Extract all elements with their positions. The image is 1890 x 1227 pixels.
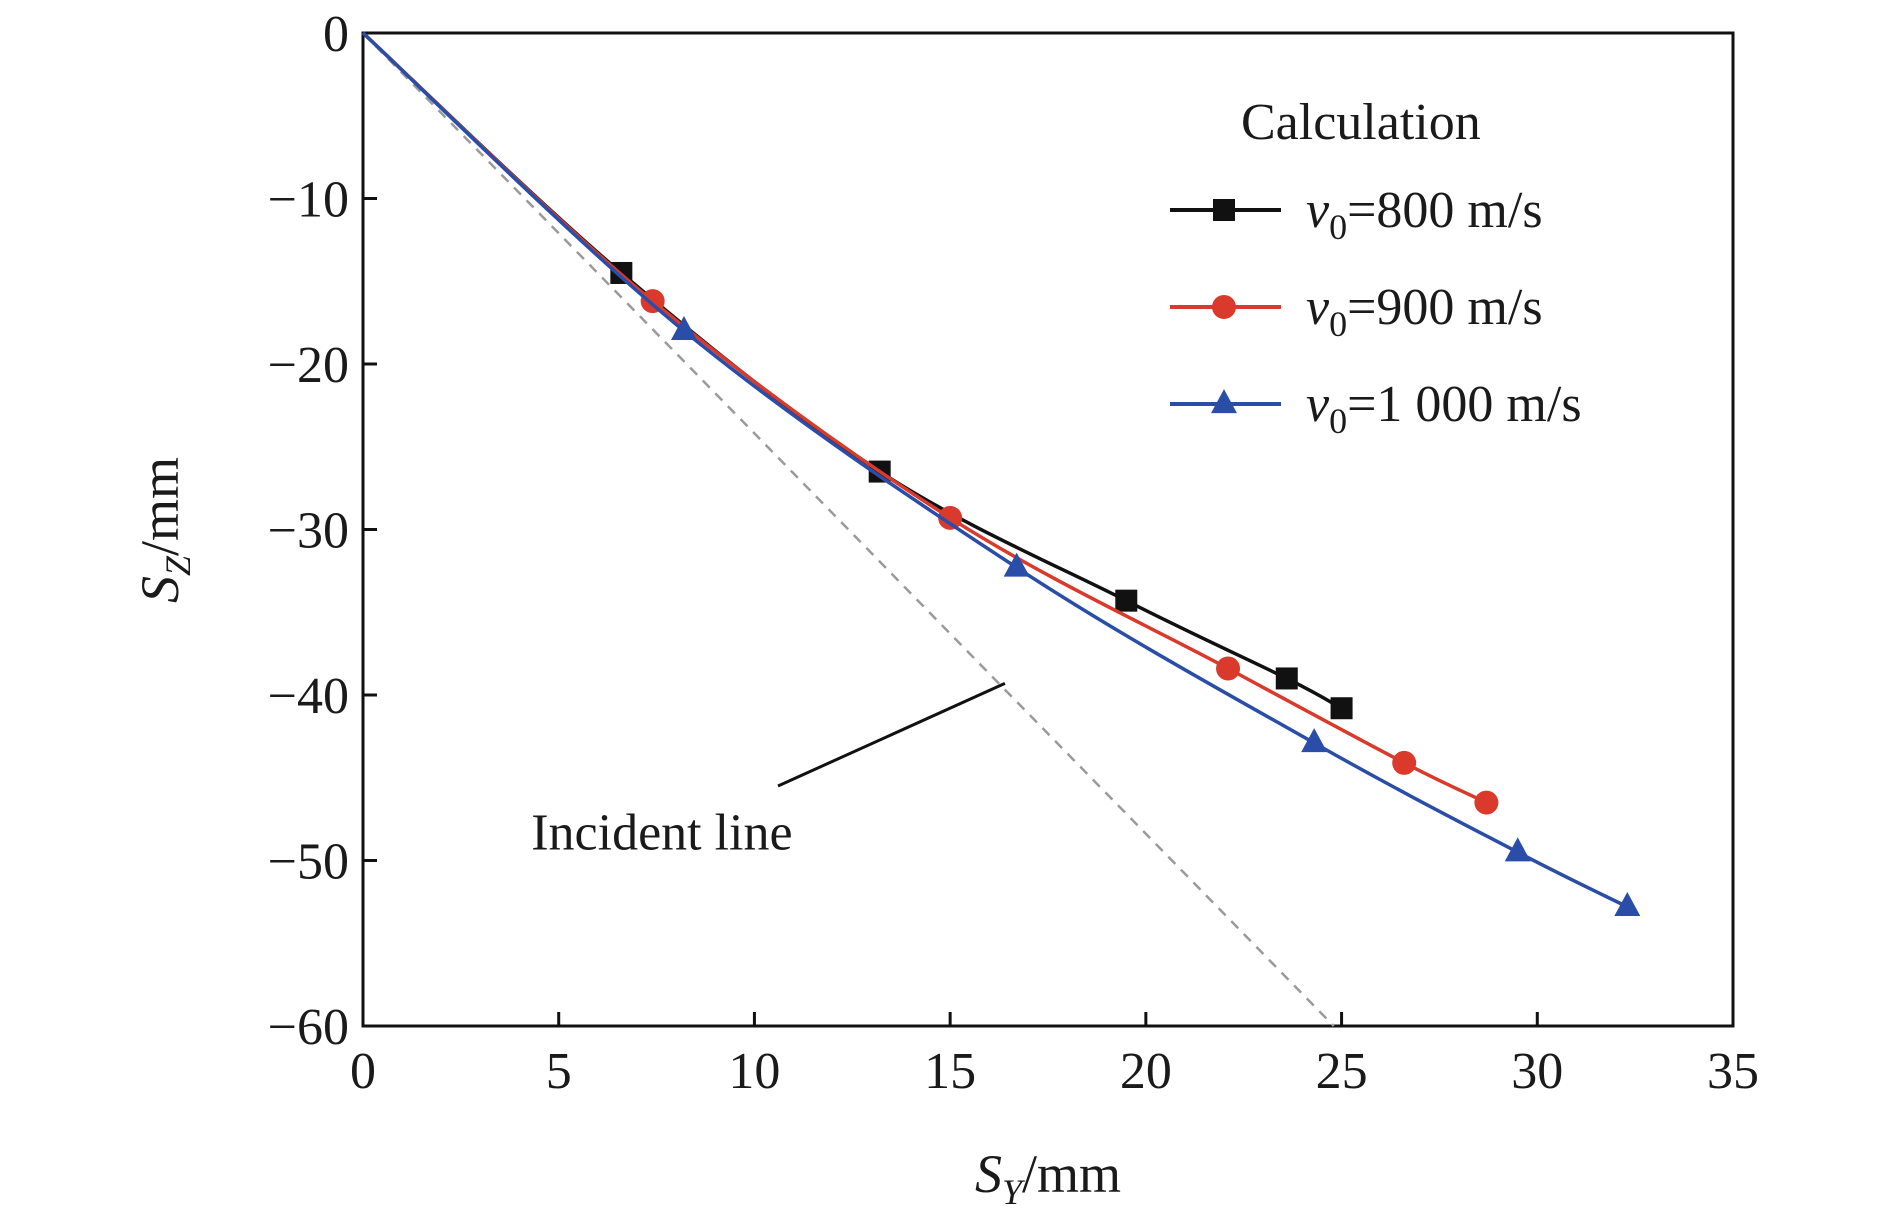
legend-label-sub: 0: [1329, 207, 1347, 247]
series-line: [361, 31, 1343, 710]
data-point: [1392, 750, 1417, 775]
legend-swatch-marker: [1213, 199, 1235, 221]
legend-label-sub: 0: [1329, 304, 1347, 344]
data-point: [1115, 589, 1138, 612]
x-tick-label: 10: [728, 1043, 780, 1100]
data-point: [670, 316, 697, 341]
legend-swatch-marker: [1211, 389, 1237, 414]
legend-label-rest: =800 m/s: [1347, 182, 1542, 239]
legend-swatch-marker: [1212, 295, 1236, 319]
legend-item: v0=900 m/s: [1170, 279, 1543, 344]
data-point: [1003, 552, 1030, 577]
x-tick-label: 15: [924, 1043, 976, 1100]
legend-item: v0=1 000 m/s: [1170, 376, 1582, 441]
y-axis-title: SZ/mm: [130, 457, 198, 603]
legend-items: v0=800 m/sv0=900 m/sv0=1 000 m/s: [1170, 182, 1582, 441]
y-axis-title-base: S: [130, 576, 190, 603]
annotation-layer: Incident line: [531, 682, 1006, 862]
legend-label-base: v: [1306, 376, 1330, 433]
x-axis-title-unit: /mm: [1022, 1144, 1121, 1204]
y-tick-label: 0: [323, 6, 349, 63]
legend-label: v0=1 000 m/s: [1306, 376, 1582, 441]
series-layer: [361, 31, 1641, 916]
x-axis-title: SY/mm: [975, 1144, 1121, 1212]
legend-title: Calculation: [1241, 94, 1481, 151]
annotation-leader-line: [777, 682, 1006, 788]
incident-line: [362, 32, 1335, 1027]
legend: Calculation v0=800 m/sv0=900 m/sv0=1 000…: [1170, 94, 1582, 441]
y-axis-title-unit: /mm: [130, 457, 190, 556]
data-point: [640, 289, 665, 314]
legend-label: v0=800 m/s: [1306, 182, 1543, 247]
x-tick-label: 35: [1707, 1043, 1759, 1100]
x-tick-label: 20: [1120, 1043, 1172, 1100]
y-tick-label: −50: [268, 834, 349, 891]
incident-line-layer: [362, 32, 1335, 1027]
legend-item: v0=800 m/s: [1170, 182, 1543, 247]
legend-label: v0=900 m/s: [1306, 279, 1543, 344]
data-point: [1216, 656, 1241, 681]
x-axis-title-base: S: [975, 1144, 1002, 1204]
x-tick-label: 5: [546, 1043, 572, 1100]
legend-label-rest: =1 000 m/s: [1347, 376, 1581, 433]
y-tick-label: −40: [268, 668, 349, 725]
x-tick-label: 25: [1316, 1043, 1368, 1100]
legend-label-base: v: [1306, 182, 1330, 239]
data-point: [1504, 837, 1531, 862]
y-tick-label: −10: [268, 172, 349, 229]
x-tick-label: 0: [350, 1043, 376, 1100]
y-tick-label: −20: [268, 337, 349, 394]
legend-label-sub: 0: [1329, 401, 1347, 441]
x-axis-title-sub: Y: [1002, 1172, 1026, 1212]
series-3: [361, 31, 1641, 916]
y-tick-label: −30: [268, 503, 349, 560]
data-point: [1474, 790, 1499, 815]
y-axis-title-sub: Z: [158, 555, 198, 576]
legend-label-base: v: [1306, 279, 1330, 336]
legend-label-rest: =900 m/s: [1347, 279, 1542, 336]
y-tick-label: −60: [268, 999, 349, 1056]
data-point: [1330, 697, 1353, 720]
axis-ticks: 0 5 10 15 20 25 30 35 0 −10 −20 −30 −40 −50 −60: [268, 6, 1759, 1100]
data-point: [1614, 891, 1641, 916]
series-line: [361, 31, 1629, 909]
data-point: [1301, 728, 1328, 753]
data-point: [938, 505, 963, 530]
x-tick-label: 30: [1511, 1043, 1563, 1100]
axis-titles: SY/mm SZ/mm: [130, 457, 1121, 1212]
data-point: [1275, 667, 1298, 690]
incident-line-label: Incident line: [531, 805, 792, 862]
series-1: [361, 31, 1353, 720]
